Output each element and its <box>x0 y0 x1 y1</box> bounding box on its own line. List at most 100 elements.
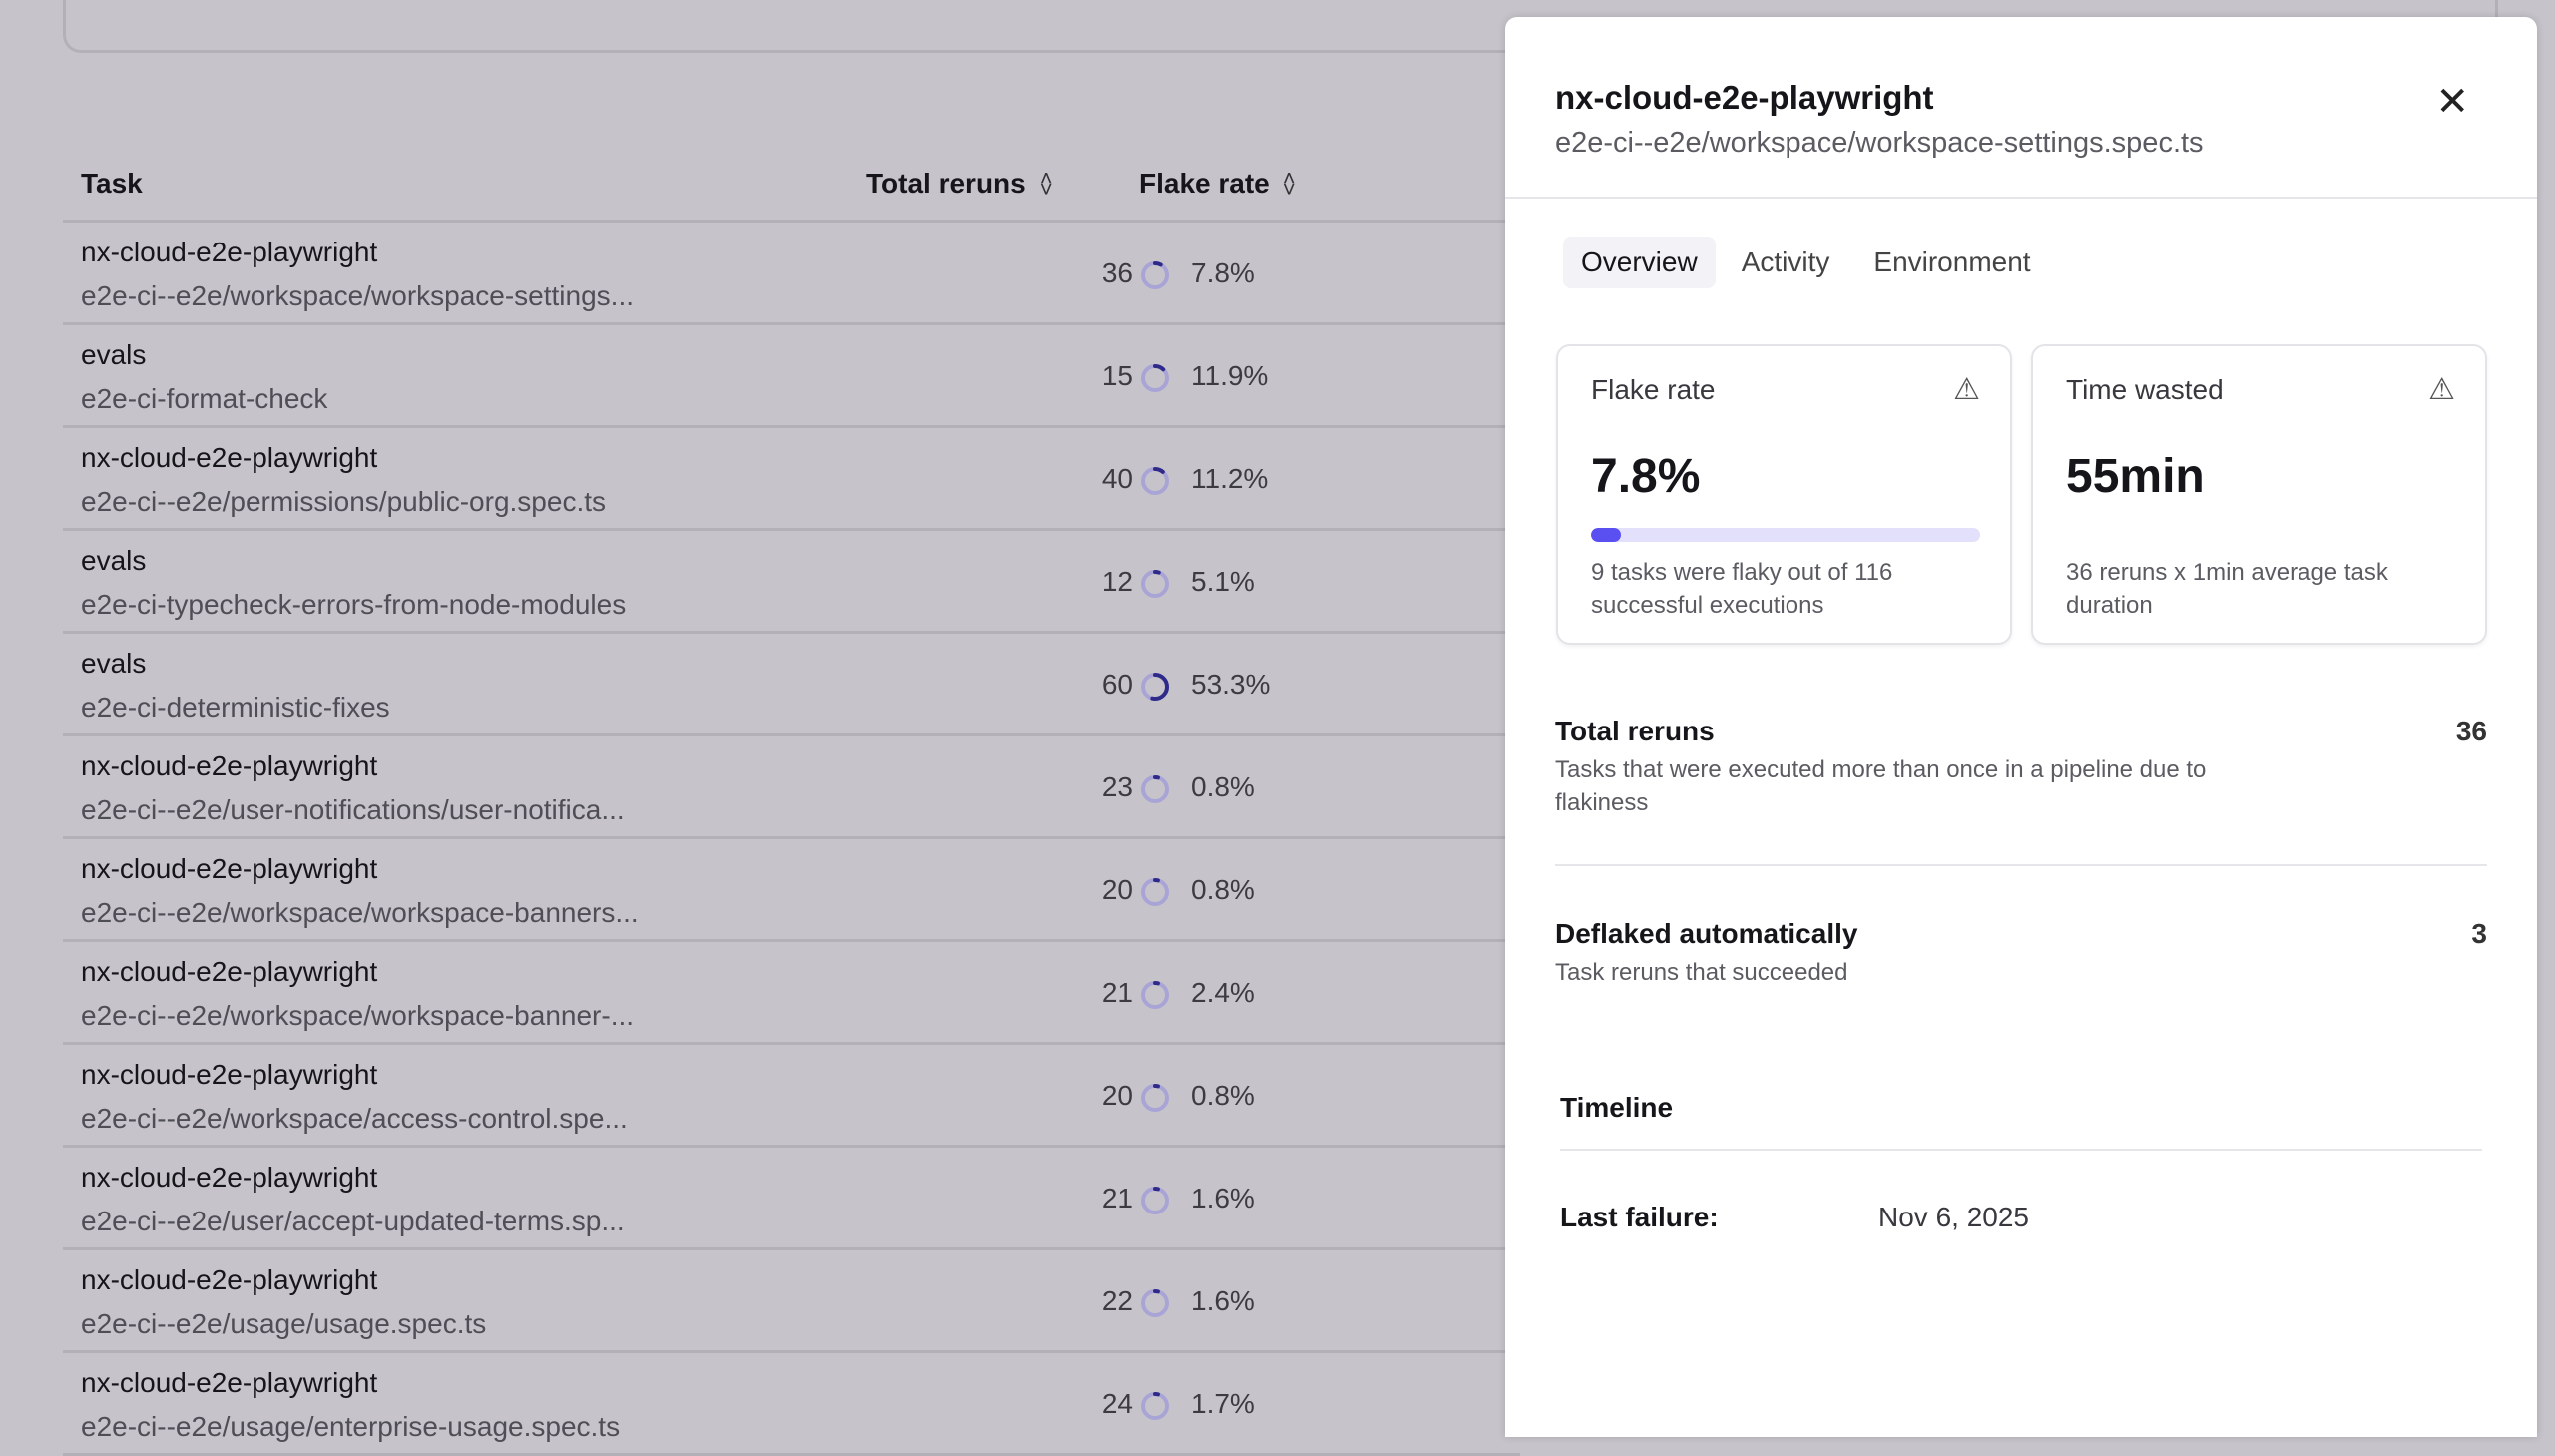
ring-track <box>1141 570 1169 598</box>
stat-label: Deflaked automatically <box>1555 918 1858 949</box>
table-row[interactable]: evals e2e-ci-deterministic-fixes 60 53.3… <box>63 634 1520 736</box>
task-project: nx-cloud-e2e-playwright <box>81 956 378 987</box>
last-failure-value: Nov 6, 2025 <box>1878 1202 2029 1232</box>
table-row[interactable]: nx-cloud-e2e-playwright e2e-ci--e2e/work… <box>63 223 1520 325</box>
flake-progress-bar <box>1591 528 1980 542</box>
flake-rate: 0.8% <box>1191 874 1255 905</box>
total-reruns: 24 <box>1101 1388 1133 1419</box>
flake-rate: 0.8% <box>1191 1080 1255 1111</box>
ring-track <box>1141 1187 1169 1214</box>
task-project: nx-cloud-e2e-playwright <box>81 1059 378 1090</box>
close-icon[interactable]: ✕ <box>2435 80 2469 124</box>
table-row[interactable]: nx-cloud-e2e-playwright e2e-ci--e2e/user… <box>63 736 1520 839</box>
header-total-reruns[interactable]: Total reruns ˄ ˅ <box>866 166 1053 202</box>
panel-title: nx-cloud-e2e-playwright <box>1555 79 1934 116</box>
table-row[interactable]: evals e2e-ci-format-check 15 11.9% <box>63 325 1520 428</box>
table-row[interactable]: nx-cloud-e2e-playwright e2e-ci--e2e/work… <box>63 942 1520 1045</box>
total-reruns: 23 <box>1101 771 1133 802</box>
ring-arc <box>1141 570 1169 598</box>
ring-arc <box>1141 775 1169 803</box>
deflaked-stat: Deflaked automatically 3 Task reruns tha… <box>1555 918 2487 989</box>
ring-track <box>1141 261 1169 289</box>
card-value: 55min <box>2066 450 2205 503</box>
task-target: e2e-ci--e2e/usage/enterprise-usage.spec.… <box>81 1411 621 1442</box>
progress-fill <box>1591 528 1622 542</box>
ring-arc <box>1141 1392 1169 1420</box>
flake-rate-ring-icon <box>1141 1187 1169 1214</box>
ring-arc <box>1141 261 1169 289</box>
ring-track <box>1141 1289 1169 1317</box>
flake-rate-ring-icon <box>1141 878 1169 906</box>
total-reruns: 40 <box>1101 463 1133 494</box>
task-target: e2e-ci-format-check <box>81 383 328 414</box>
flake-rate-ring-icon <box>1141 981 1169 1009</box>
total-reruns: 12 <box>1101 566 1133 597</box>
total-reruns: 15 <box>1101 360 1133 391</box>
task-project: nx-cloud-e2e-playwright <box>81 237 378 267</box>
ring-track <box>1141 878 1169 906</box>
task-target: e2e-ci--e2e/permissions/public-org.spec.… <box>81 486 606 517</box>
table-row[interactable]: evals e2e-ci-typecheck-errors-from-node-… <box>63 531 1520 634</box>
task-detail-panel: nx-cloud-e2e-playwright e2e-ci--e2e/work… <box>1505 17 2537 1437</box>
total-reruns: 22 <box>1101 1285 1133 1316</box>
total-reruns: 20 <box>1101 1080 1133 1111</box>
flake-rate-ring-icon <box>1141 1392 1169 1420</box>
table-row[interactable]: nx-cloud-e2e-playwright e2e-ci--e2e/user… <box>63 1148 1520 1250</box>
warning-icon: ⚠ <box>2428 373 2455 406</box>
ring-track <box>1141 981 1169 1009</box>
stat-description: Tasks that were executed more than once … <box>1555 756 2207 816</box>
ring-arc <box>1141 878 1169 906</box>
task-target: e2e-ci--e2e/usage/usage.spec.ts <box>81 1308 487 1339</box>
warning-icon: ⚠ <box>1953 373 1980 406</box>
flake-rate: 11.2% <box>1191 463 1269 494</box>
card-label: Time wasted <box>2066 374 2224 405</box>
stat-label: Total reruns <box>1555 716 1715 746</box>
header-label: Flake rate <box>1139 168 1270 199</box>
table-row[interactable]: nx-cloud-e2e-playwright e2e-ci--e2e/usag… <box>63 1250 1520 1353</box>
divider <box>1555 864 2487 866</box>
task-project: nx-cloud-e2e-playwright <box>81 750 378 781</box>
task-project: evals <box>81 545 147 576</box>
table-row[interactable]: nx-cloud-e2e-playwright e2e-ci--e2e/work… <box>63 839 1520 942</box>
sort-icon[interactable]: ˄ ˅ <box>1039 166 1053 202</box>
task-target: e2e-ci--e2e/user-notifications/user-noti… <box>81 794 625 825</box>
flake-rate: 0.8% <box>1191 771 1255 802</box>
table-row[interactable]: nx-cloud-e2e-playwright e2e-ci--e2e/usag… <box>63 1353 1520 1456</box>
ring-track <box>1141 1084 1169 1112</box>
last-failure-label: Last failure: <box>1560 1202 1719 1232</box>
task-target: e2e-ci-deterministic-fixes <box>81 692 390 723</box>
flake-rate-ring-icon <box>1141 775 1169 803</box>
task-target: e2e-ci--e2e/user/accept-updated-terms.sp… <box>81 1206 625 1236</box>
flake-rate: 1.6% <box>1191 1183 1255 1213</box>
card-value: 7.8% <box>1591 450 1701 503</box>
task-target: e2e-ci-typecheck-errors-from-node-module… <box>81 589 627 620</box>
task-project: nx-cloud-e2e-playwright <box>81 1264 378 1295</box>
flake-rate-ring-icon <box>1141 467 1169 495</box>
total-reruns: 21 <box>1101 1183 1133 1213</box>
stat-value: 36 <box>2455 716 2487 746</box>
tab-activity[interactable]: Activity <box>1741 246 1830 277</box>
task-project: nx-cloud-e2e-playwright <box>81 442 378 473</box>
table-row[interactable]: nx-cloud-e2e-playwright e2e-ci--e2e/work… <box>63 1045 1520 1148</box>
total-reruns: 21 <box>1101 977 1133 1008</box>
flake-rate-ring-icon <box>1141 673 1169 701</box>
table-header: Task Total reruns ˄ ˅ Flake rate ˄ ˅ <box>63 150 1520 223</box>
ring-arc <box>1141 1187 1169 1214</box>
sort-icon[interactable]: ˄ ˅ <box>1282 166 1296 202</box>
table-row[interactable]: nx-cloud-e2e-playwright e2e-ci--e2e/perm… <box>63 428 1520 531</box>
flake-rate-ring-icon <box>1141 1084 1169 1112</box>
flake-rate-card: Flake rate ⚠ 7.8% 9 tasks were flaky out… <box>1556 344 2012 645</box>
total-reruns-stat: Total reruns 36 Tasks that were executed… <box>1555 716 2487 819</box>
panel-subtitle: e2e-ci--e2e/workspace/workspace-settings… <box>1555 127 2204 159</box>
task-project: nx-cloud-e2e-playwright <box>81 1367 378 1398</box>
tab-environment[interactable]: Environment <box>1873 246 2031 277</box>
flake-rate: 7.8% <box>1191 257 1255 288</box>
task-target: e2e-ci--e2e/workspace/workspace-settings… <box>81 280 635 311</box>
task-project: nx-cloud-e2e-playwright <box>81 1162 378 1193</box>
flake-rate-ring-icon <box>1141 570 1169 598</box>
tab-overview[interactable]: Overview <box>1563 237 1716 288</box>
header-flake-rate[interactable]: Flake rate ˄ ˅ <box>1139 166 1296 202</box>
task-project: evals <box>81 339 147 370</box>
card-description: 9 tasks were flaky out of 116 successful… <box>1591 559 1893 619</box>
total-reruns: 20 <box>1101 874 1133 905</box>
